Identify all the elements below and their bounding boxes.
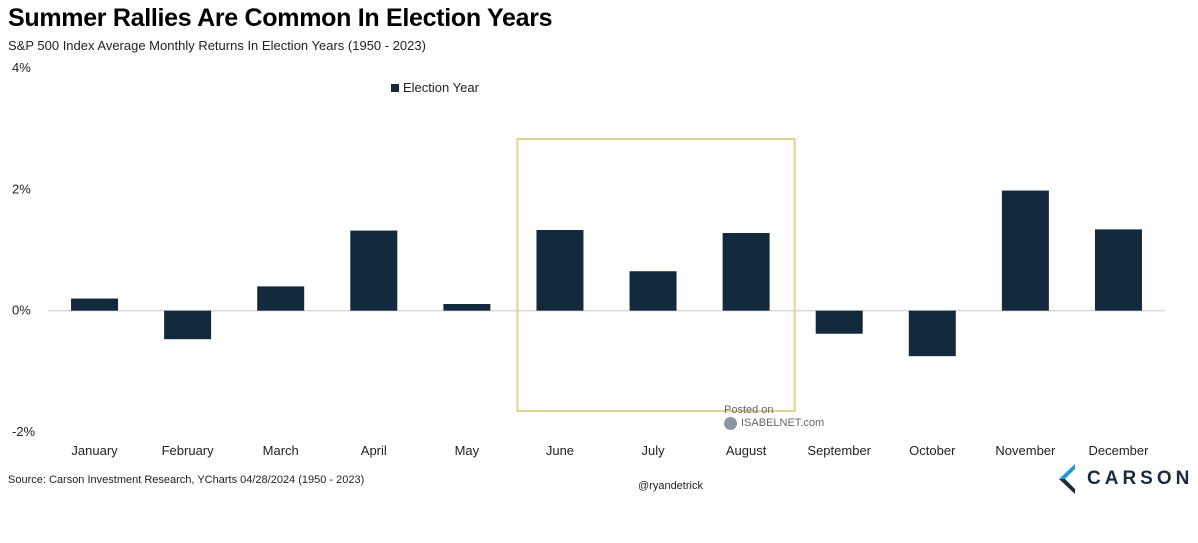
x-tick-label: July <box>641 443 665 458</box>
x-tick-label: January <box>71 443 118 458</box>
globe-icon <box>724 417 737 430</box>
author-handle: @ryandetrick <box>638 480 703 492</box>
x-tick-label: April <box>361 443 387 458</box>
bar-february <box>164 310 212 340</box>
legend-swatch <box>391 83 399 92</box>
legend-label: Election Year <box>403 80 479 95</box>
bar-january <box>71 298 119 311</box>
x-tick-label: June <box>546 443 574 458</box>
watermark: Posted on ISABELNET.com <box>724 404 824 430</box>
y-tick-label: -2% <box>12 424 36 439</box>
x-tick-label: March <box>263 443 299 458</box>
bar-april <box>350 230 398 311</box>
x-tick-label: November <box>995 443 1056 458</box>
x-tick-label: December <box>1088 443 1149 458</box>
x-tick-label: October <box>909 443 956 458</box>
logo-text: CARSON <box>1087 468 1194 489</box>
y-tick-label: 4% <box>12 60 31 75</box>
bar-november <box>1001 190 1049 311</box>
carson-logo: CARSON <box>1057 464 1193 494</box>
bar-june <box>536 229 584 311</box>
x-tick-label: August <box>726 443 767 458</box>
bar-september <box>815 310 863 334</box>
highlight-box <box>516 138 796 412</box>
bar-december <box>1094 229 1142 311</box>
x-tick-label: September <box>807 443 871 458</box>
y-tick-label: 2% <box>12 181 31 196</box>
bar-may <box>443 303 491 311</box>
y-tick-label: 0% <box>12 303 31 318</box>
source-note: Source: Carson Investment Research, YCha… <box>8 474 365 486</box>
watermark-posted-on: Posted on <box>724 404 774 416</box>
watermark-site: ISABELNET.com <box>741 417 825 429</box>
bar-october <box>908 310 956 357</box>
x-tick-label: May <box>455 443 480 458</box>
bar-march <box>257 286 305 311</box>
bar-august <box>722 233 770 311</box>
chart-title: Summer Rallies Are Common In Election Ye… <box>8 4 553 32</box>
legend: Election Year <box>391 80 479 95</box>
bar-july <box>629 271 677 311</box>
carson-chevron-icon <box>1059 464 1075 494</box>
x-tick-label: February <box>162 443 215 458</box>
chart-subtitle: S&P 500 Index Average Monthly Returns In… <box>8 38 426 53</box>
